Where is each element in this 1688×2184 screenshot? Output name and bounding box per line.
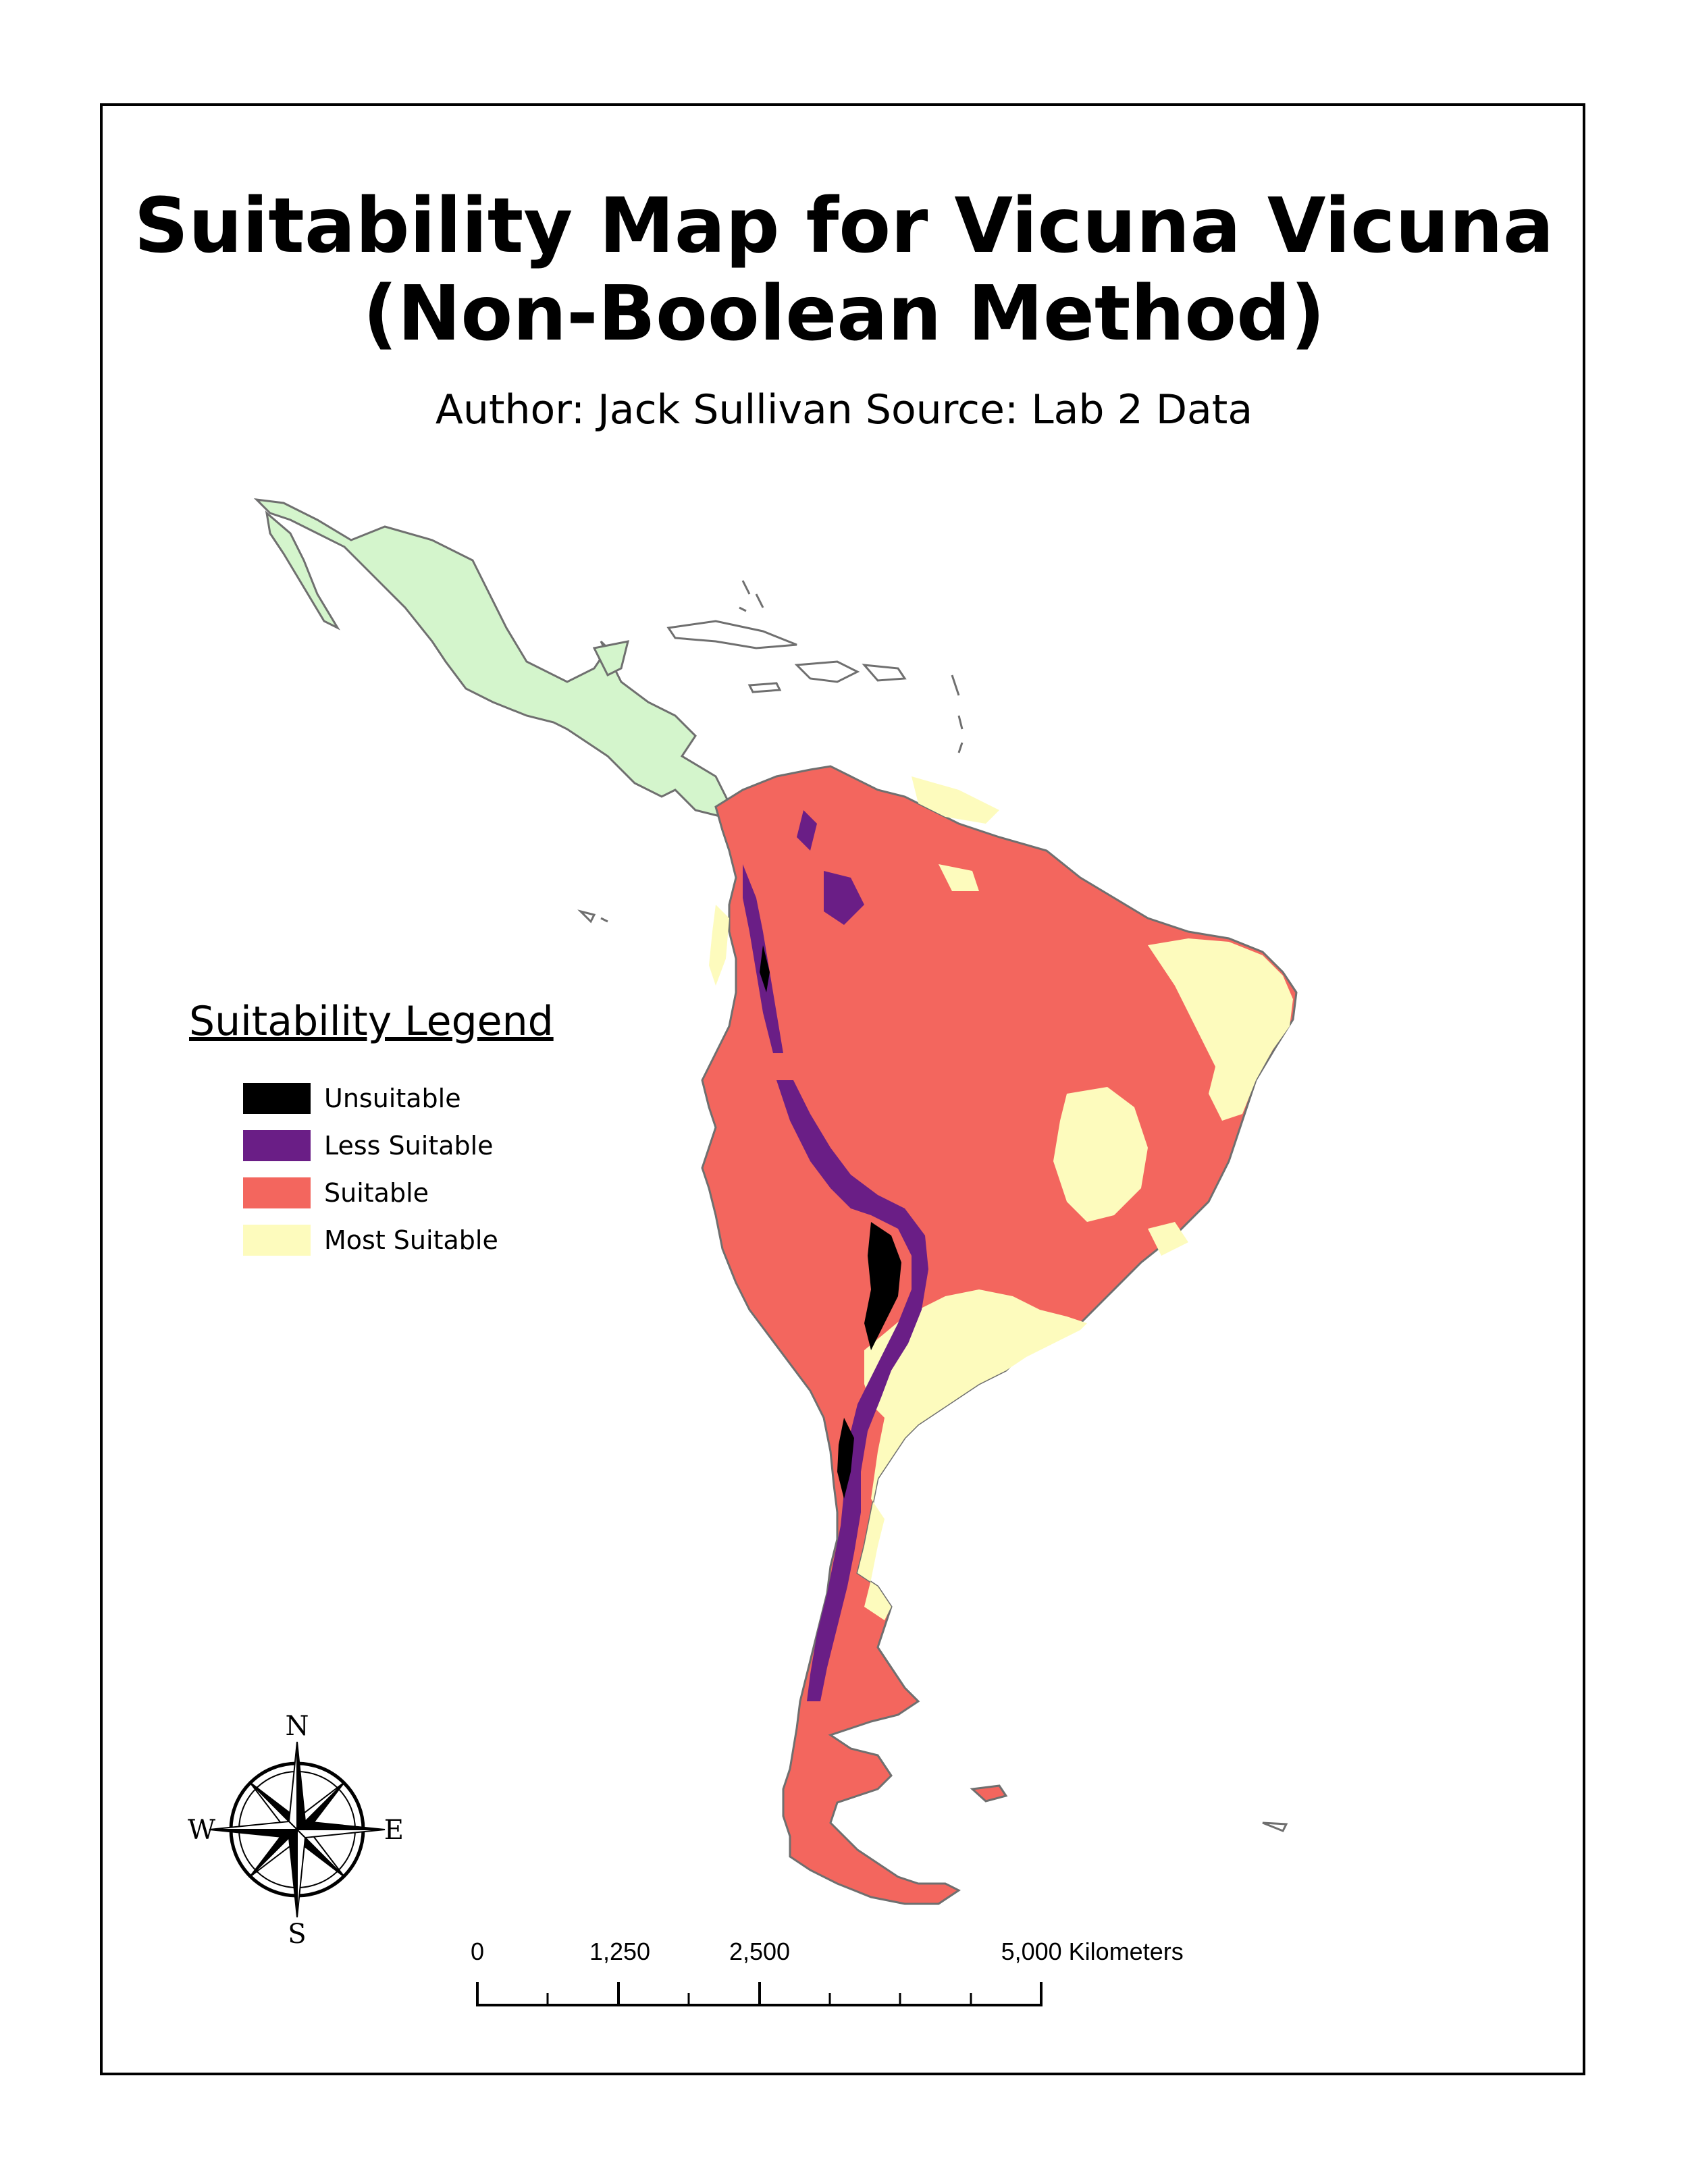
legend-label: Suitable bbox=[324, 1178, 429, 1208]
map-title: Suitability Map for Vicuna Vicuna (Non-B… bbox=[0, 182, 1688, 358]
legend-item-most-suitable: Most Suitable bbox=[243, 1217, 621, 1264]
central-america-landmass bbox=[253, 498, 731, 818]
most-suitable-regions bbox=[709, 776, 1293, 1620]
legend-label: Less Suitable bbox=[324, 1131, 494, 1161]
legend-swatch-less-suitable bbox=[243, 1130, 311, 1161]
scale-label-5000: 5,000 Kilometers bbox=[1001, 1938, 1184, 1965]
legend-item-less-suitable: Less Suitable bbox=[243, 1122, 621, 1169]
map-title-line-2: (Non-Boolean Method) bbox=[363, 270, 1325, 358]
legend-swatch-unsuitable bbox=[243, 1083, 311, 1114]
scale-bar: 0 1,250 2,500 5,000 Kilometers bbox=[446, 1938, 1256, 2012]
scale-label-0: 0 bbox=[470, 1938, 485, 1965]
legend-label: Most Suitable bbox=[324, 1225, 498, 1255]
scale-bar-ticks bbox=[476, 1982, 1043, 2006]
legend-item-unsuitable: Unsuitable bbox=[243, 1075, 621, 1122]
legend-item-suitable: Suitable bbox=[243, 1169, 621, 1217]
map-title-line-1: Suitability Map for Vicuna Vicuna bbox=[134, 182, 1554, 270]
compass-west-label: W bbox=[188, 1815, 215, 1846]
legend: Suitability Legend Unsuitable Less Suita… bbox=[189, 998, 621, 1264]
legend-label: Unsuitable bbox=[324, 1084, 461, 1113]
caribbean-islands bbox=[577, 580, 964, 924]
legend-title: Suitability Legend bbox=[189, 998, 554, 1045]
compass-south-label: S bbox=[288, 1919, 306, 1944]
legend-swatch-most-suitable bbox=[243, 1225, 311, 1256]
southern-islands bbox=[970, 1784, 1288, 1832]
unsuitable-regions bbox=[760, 945, 901, 1499]
scale-label-1250: 1,250 bbox=[589, 1938, 651, 1965]
compass-north-label: N bbox=[286, 1715, 309, 1742]
scale-label-2500: 2,500 bbox=[729, 1938, 791, 1965]
legend-swatch-suitable bbox=[243, 1177, 311, 1208]
map-subtitle: Author: Jack Sullivan Source: Lab 2 Data bbox=[435, 386, 1253, 433]
compass-rose-icon: N S W E bbox=[188, 1715, 404, 1944]
map-frame bbox=[100, 103, 1585, 2075]
compass-east-label: E bbox=[384, 1815, 404, 1846]
